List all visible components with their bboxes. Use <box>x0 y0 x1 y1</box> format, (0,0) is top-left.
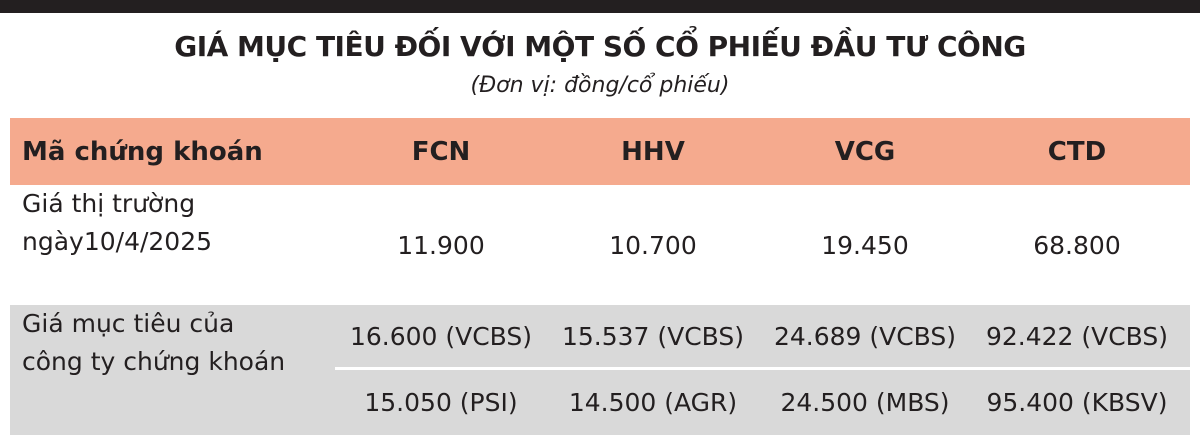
top-bar <box>0 0 1200 13</box>
market-label: Giá thị trường ngày10/4/2025 <box>22 185 322 305</box>
row-divider <box>335 367 1190 370</box>
market-row <box>10 185 1190 305</box>
market-value: 68.800 <box>1033 230 1121 260</box>
target-value: 15.537 (VCBS) <box>561 321 745 351</box>
target-value: 15.050 (PSI) <box>364 388 518 417</box>
target-row <box>10 305 1190 435</box>
header-label-text: Mã chứng khoán <box>22 136 263 167</box>
label-line: Giá thị trường <box>22 189 196 218</box>
subtitle: (Đơn vị: đồng/cổ phiếu) <box>470 73 730 98</box>
title: GIÁ MỤC TIÊU ĐỐI VỚI MỘT SỐ CỔ PHIẾU ĐẦU… <box>174 30 1026 63</box>
target-value: 95.400 (KBSV) <box>986 388 1168 417</box>
target-value: 92.422 (VCBS) <box>985 321 1169 351</box>
target-label: Giá mục tiêu của công ty chứng khoán <box>22 305 322 435</box>
header-cell: HHV <box>621 136 685 167</box>
market-value: 19.450 <box>821 230 909 260</box>
header-cell: FCN <box>411 136 471 167</box>
market-value: 11.900 <box>397 230 485 260</box>
label-line: Giá mục tiêu của <box>22 309 235 338</box>
header-row <box>10 118 1190 185</box>
header-cell: VCG <box>834 136 896 167</box>
target-value: 16.600 (VCBS) <box>349 321 533 351</box>
header-cell: CTD <box>1047 136 1107 167</box>
target-value: 14.500 (AGR) <box>568 388 738 417</box>
target-value: 24.500 (MBS) <box>780 388 950 417</box>
target-value: 24.689 (VCBS) <box>773 321 957 351</box>
label-line: công ty chứng khoán <box>22 347 286 376</box>
label-line: ngày10/4/2025 <box>22 227 213 256</box>
market-value: 10.700 <box>609 230 697 260</box>
